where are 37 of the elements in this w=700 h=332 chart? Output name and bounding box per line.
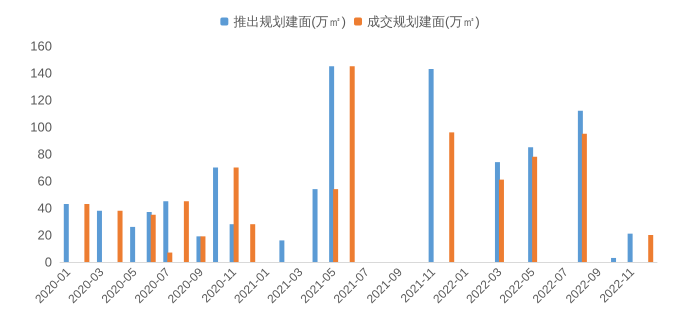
y-tick-label: 120: [30, 92, 52, 108]
bar: [350, 66, 355, 262]
bar: [312, 189, 318, 262]
bar: [428, 68, 434, 262]
bar: [213, 168, 218, 262]
bar: [234, 168, 239, 262]
bar: [250, 224, 256, 262]
bar: [449, 132, 454, 262]
bar: [628, 234, 633, 262]
y-tick-label: 0: [44, 254, 52, 270]
bar: [64, 204, 69, 262]
bar: [200, 236, 206, 262]
bar: [130, 226, 136, 262]
y-tick-label: 20: [38, 228, 52, 242]
y-tick-label: 60: [38, 174, 52, 188]
bar: [611, 258, 616, 262]
bar: [582, 134, 587, 262]
legend-label: 成交规划建面(万㎡): [367, 14, 480, 29]
bar: [184, 201, 189, 262]
bar: [96, 210, 102, 262]
y-tick-label: 160: [30, 38, 52, 54]
bar: [333, 189, 338, 262]
bar: [648, 235, 654, 262]
bar: [498, 180, 504, 262]
bar: [118, 210, 123, 262]
bar: [167, 252, 172, 262]
bar: [279, 240, 284, 262]
bar: [84, 204, 90, 262]
bar: [163, 201, 168, 262]
legend-label: 推出规划建面(万㎡): [233, 14, 346, 29]
y-tick-label: 140: [30, 66, 52, 80]
y-tick-label: 100: [30, 120, 52, 134]
bar: [150, 214, 156, 262]
bar: [532, 156, 538, 262]
y-tick-label: 40: [38, 200, 52, 216]
bar: [329, 66, 334, 262]
y-tick-label: 80: [38, 146, 52, 162]
